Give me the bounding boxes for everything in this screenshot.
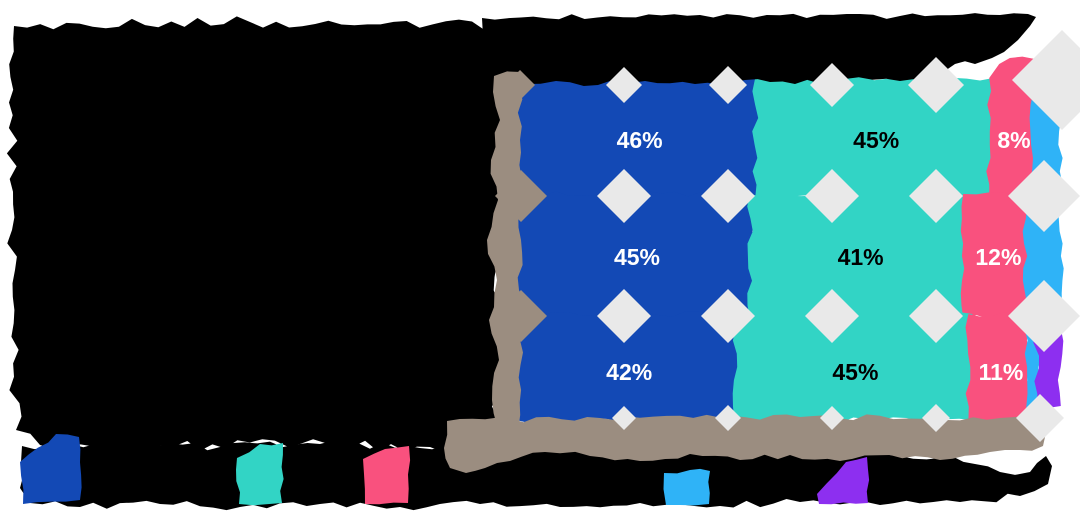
bar-segment-row3-pink — [965, 312, 1032, 423]
y-axis-bar — [487, 71, 524, 447]
legend-swatch-blue — [20, 434, 82, 504]
grid-diamond-40pct — [709, 66, 747, 104]
grid-diamond-100pct — [1008, 160, 1080, 232]
legend-swatch-pink — [363, 446, 411, 505]
bar-label-row1-blue: 46% — [617, 127, 663, 153]
bar-segment-row3-teal — [732, 311, 975, 423]
legend-swatch-purple — [817, 457, 870, 505]
bar-label-row2-teal: 41% — [838, 244, 884, 270]
redaction-title-band — [480, 13, 1036, 87]
bar-label-row3-teal: 45% — [832, 359, 878, 385]
grid-diamond-20pct — [612, 406, 636, 430]
axis-diamond-row2-row3 — [495, 290, 547, 342]
bar-label-row3-blue: 42% — [606, 359, 652, 385]
bar-segment-row3-blue — [514, 311, 741, 423]
grid-diamond-80pct — [922, 404, 950, 432]
grid-diamond-100pct — [1016, 394, 1064, 442]
bar-label-row2-blue: 45% — [614, 244, 660, 270]
grid-diamond-20pct — [606, 67, 642, 103]
bar-segment-row2-light_blue — [1022, 192, 1064, 320]
grid-diamond-20pct — [597, 169, 651, 223]
grid-diamond-80pct — [909, 289, 963, 343]
legend-swatch-light_blue — [663, 468, 710, 506]
grid-diamond-80pct — [909, 169, 963, 223]
grid-diamond-80pct — [908, 57, 964, 113]
grid-diamond-40pct — [701, 289, 755, 343]
grid-diamond-60pct — [805, 289, 859, 343]
grid-diamond-20pct — [597, 289, 651, 343]
bar-segment-row2-pink — [960, 192, 1033, 320]
bar-segment-row2-teal — [747, 191, 970, 321]
axis-diamond-top — [505, 70, 535, 100]
axis-diamond-row1-row2 — [495, 170, 547, 222]
bar-label-row1-teal: 45% — [853, 127, 899, 153]
redaction-left-block — [6, 16, 506, 453]
bar-segment-row1-pink — [986, 56, 1038, 201]
grid-diamond-top-right-corner — [1012, 30, 1080, 130]
legend-swatch-teal — [236, 443, 284, 506]
bar-label-row1-pink: 8% — [997, 127, 1030, 153]
grid-diamond-40pct — [715, 405, 741, 431]
bar-label-row3-pink: 11% — [979, 359, 1024, 385]
bar-segment-row1-blue — [513, 75, 762, 201]
grid-diamond-60pct — [820, 406, 844, 430]
grid-diamond-60pct — [810, 63, 854, 107]
bar-segment-row2-blue — [513, 191, 757, 321]
bar-label-row2-pink: 12% — [975, 244, 1021, 270]
grid-diamond-60pct — [805, 169, 859, 223]
grid-diamond-40pct — [701, 169, 755, 223]
grid-diamond-100pct — [1008, 280, 1080, 352]
x-axis-bar — [444, 414, 1047, 473]
